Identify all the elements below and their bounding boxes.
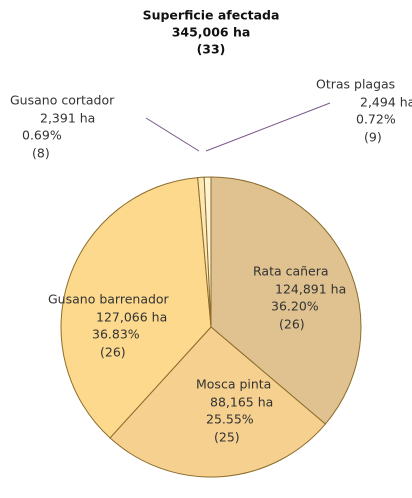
pie-slice (109, 326, 327, 478)
count-label: (25) (214, 430, 240, 445)
value-label: 127,066 ha (96, 310, 167, 325)
chart-subtitle: 345,006 ha (172, 25, 251, 40)
percent-label: 0.72% (356, 112, 396, 127)
pie-slice (203, 176, 212, 328)
pie-slice (60, 177, 212, 439)
count-label: (26) (279, 317, 305, 332)
percent-label: 36.20% (271, 299, 319, 314)
value-label: 2,494 ha (360, 95, 412, 110)
leader-line (145, 117, 200, 152)
pie-slice (210, 176, 362, 425)
chart-title: Superficie afectada (143, 8, 280, 23)
value-label: 2,391 ha (40, 111, 95, 126)
slice-label: Otras plagas (316, 77, 395, 92)
slice-label: Gusano barrenador (48, 292, 170, 307)
slice-label: Gusano cortador (10, 93, 115, 108)
slice-label: Mosca pinta (196, 377, 271, 392)
slice-label: Rata cañera (253, 264, 329, 279)
percent-label: 0.69% (22, 128, 62, 143)
chart-subtitle: (33) (197, 42, 226, 57)
count-label: (8) (32, 146, 50, 161)
value-label: 88,165 ha (210, 395, 273, 410)
count-label: (26) (100, 345, 126, 360)
percent-label: 36.83% (92, 327, 140, 342)
leader-line (205, 102, 331, 152)
value-label: 124,891 ha (275, 282, 346, 297)
count-label: (9) (364, 130, 382, 145)
percent-label: 25.55% (206, 412, 254, 427)
